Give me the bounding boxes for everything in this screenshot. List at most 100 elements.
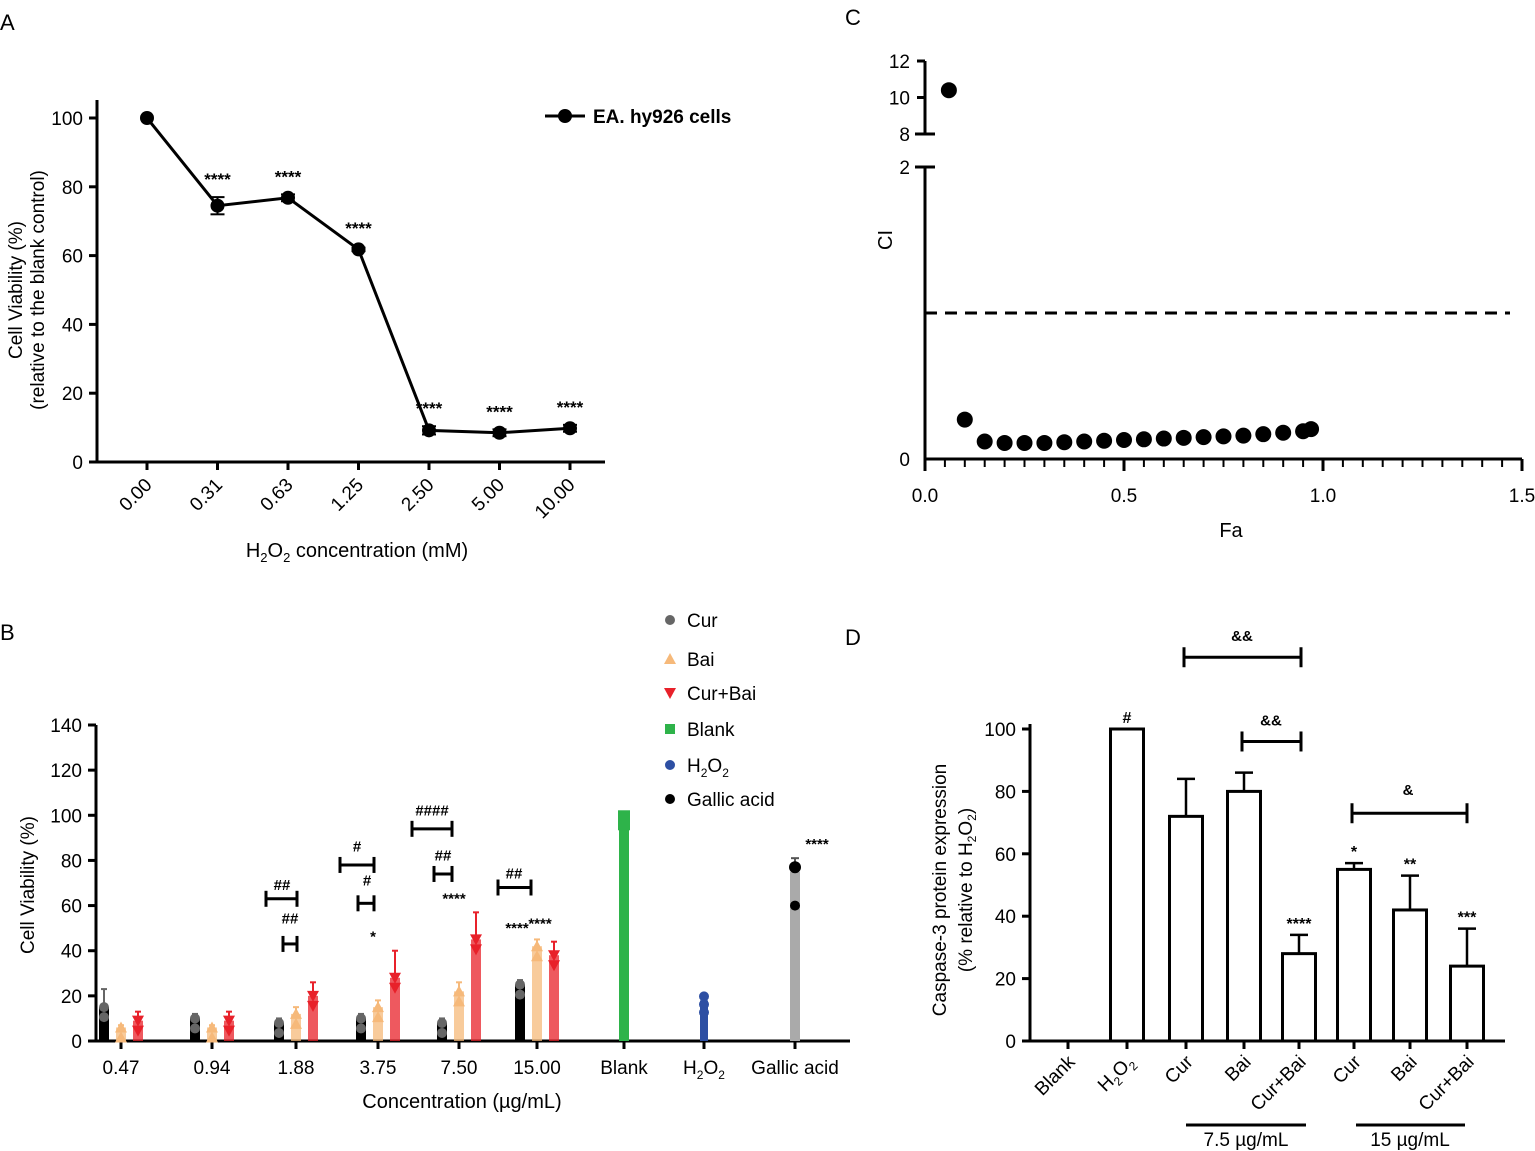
panel-b-marker2-2-0 bbox=[132, 1025, 144, 1037]
panel-b-marker-0-5 bbox=[515, 979, 525, 990]
panel-a-xlabel-sub1: 2 bbox=[260, 550, 267, 565]
panel-a-chart: Cell Viability (%) (relative to the blan… bbox=[6, 100, 731, 565]
panel-c-point-14 bbox=[1215, 428, 1232, 445]
panel-b-marker-1-0 bbox=[115, 1021, 127, 1033]
panel-c-ytick-upper-label-1: 10 bbox=[889, 89, 910, 110]
panel-b-marker2-0-5 bbox=[515, 989, 525, 1000]
panel-b-legend-label-2: Cur+Bai bbox=[687, 684, 756, 705]
panel-d-xlabel-7: Cur+Bai bbox=[1415, 1052, 1479, 1116]
panel-d-sig-7: *** bbox=[1458, 910, 1477, 927]
panel-c-point-16 bbox=[1255, 426, 1272, 443]
panel-d-ytick-label-4: 80 bbox=[995, 782, 1016, 803]
panel-d-xlabel-4: Cur+Bai bbox=[1247, 1052, 1311, 1116]
panel-c-ytick-lower-1: 2 bbox=[899, 158, 910, 179]
panel-b-marker-h2o2-2 bbox=[699, 1007, 709, 1018]
panel-a-xtick-label-4: 2.50 bbox=[398, 475, 439, 516]
panel-label-c: C bbox=[845, 5, 861, 30]
panel-d-bar-1 bbox=[1109, 727, 1145, 1043]
panel-d-bracket-label-0: && bbox=[1231, 628, 1253, 645]
panel-b-ytick-label-1: 20 bbox=[61, 987, 82, 1008]
panel-c-xtick-label-1: 0.5 bbox=[1111, 486, 1137, 507]
panel-b-legend-marker-5 bbox=[665, 794, 675, 804]
panel-a-xtick-label-0: 0.00 bbox=[116, 475, 157, 516]
panel-d-bar-2 bbox=[1168, 814, 1204, 1043]
panel-b-marker-1-1 bbox=[206, 1021, 218, 1033]
panel-d-sig-6: ** bbox=[1404, 857, 1417, 874]
panel-a-xtick-label-1: 0.31 bbox=[186, 475, 227, 516]
panel-b-bar-2-5 bbox=[549, 955, 559, 1041]
panel-b-xtick-label-8: Gallic acid bbox=[751, 1058, 839, 1079]
panel-c-point-7 bbox=[1076, 433, 1093, 450]
panel-a-sig-6: **** bbox=[557, 398, 584, 417]
panel-b-hash-15: ## bbox=[506, 865, 523, 882]
panel-c-ytick-lower-0: 0 bbox=[899, 450, 910, 471]
panel-d-xlabel-2: Cur bbox=[1161, 1051, 1198, 1088]
panel-c-point-1 bbox=[956, 411, 973, 428]
panel-b-legend-marker-4 bbox=[665, 760, 675, 770]
panel-c-point-8 bbox=[1096, 432, 1113, 449]
panel-b-xtick-label-3: 3.75 bbox=[360, 1058, 397, 1079]
panel-d-xlabel-0: Blank bbox=[1031, 1051, 1080, 1100]
panel-b-marker-2-5 bbox=[548, 950, 560, 962]
panel-b-bar-gallic bbox=[790, 871, 800, 1041]
panel-d-ytick-label-3: 60 bbox=[995, 845, 1016, 866]
panel-a-xlabel-rest: concentration (mM) bbox=[290, 540, 468, 562]
panel-b-marker-gallic-1 bbox=[790, 900, 800, 911]
panel-label-d: D bbox=[845, 625, 861, 650]
panel-c-ytick-upper-label-0: 8 bbox=[899, 125, 910, 146]
panel-b-legend-marker-3 bbox=[665, 724, 675, 734]
panel-b-marker2-2-2 bbox=[307, 1000, 319, 1012]
panel-b-marker2-0-3 bbox=[356, 1023, 366, 1034]
panel-d-ylabel2-sub1: 2 bbox=[965, 835, 979, 842]
panel-b-bar-0-5 bbox=[515, 984, 525, 1041]
panel-b-legend-marker-0 bbox=[665, 615, 675, 625]
panel-b-xtick-label-2: 1.88 bbox=[278, 1058, 315, 1079]
panel-b-hash-375-a: # bbox=[353, 838, 362, 855]
panel-d-xlabel-5: Cur bbox=[1329, 1051, 1366, 1088]
panel-a-xtick-label-5: 5.00 bbox=[468, 475, 509, 516]
panel-b-bar-blank bbox=[619, 815, 629, 1041]
panel-d-ylabel2-mid: O bbox=[956, 821, 977, 836]
panel-b-marker2-2-3 bbox=[389, 982, 401, 994]
panel-c-xtick-label-2: 1.0 bbox=[1310, 486, 1336, 507]
panel-b-bar-2-3 bbox=[390, 977, 400, 1041]
panel-b-xlabel: Concentration (µg/mL) bbox=[362, 1091, 561, 1113]
panel-d-chart: Caspase-3 protein expression (% relative… bbox=[930, 628, 1505, 1151]
panel-c-point-2 bbox=[976, 433, 993, 450]
panel-d-ytick-label-5: 100 bbox=[984, 720, 1016, 741]
panel-b-marker-1-4 bbox=[453, 985, 465, 997]
panel-b-marker-gallic-0 bbox=[789, 861, 801, 874]
panel-b-bar-1-3 bbox=[373, 1007, 383, 1041]
panel-c-point-5 bbox=[1036, 434, 1053, 451]
panel-b-legend-label-5: Gallic acid bbox=[687, 790, 775, 811]
panel-d-bar-6 bbox=[1392, 908, 1428, 1043]
panel-d-ytick-label-0: 0 bbox=[1005, 1032, 1016, 1053]
panel-b-marker-0-1 bbox=[190, 1013, 200, 1024]
panel-a-point-3 bbox=[351, 242, 366, 257]
panel-a-sig-2: **** bbox=[275, 167, 302, 186]
panel-b-ytick-label-4: 80 bbox=[61, 851, 82, 872]
panel-b-ytick-label-5: 100 bbox=[50, 806, 82, 827]
panel-b-sig-375: * bbox=[370, 929, 376, 946]
panel-b-marker2-2-5 bbox=[548, 960, 560, 972]
panel-a-ytick-label-3: 60 bbox=[62, 247, 83, 268]
panel-a-ytick-label-5: 100 bbox=[51, 109, 83, 130]
panel-c-point-4 bbox=[1016, 434, 1033, 451]
panel-b-ylabel: Cell Viability (%) bbox=[18, 816, 39, 954]
panel-label-b: B bbox=[0, 620, 15, 645]
panel-b-marker2-1-1 bbox=[206, 1031, 218, 1043]
panel-b-sig-gallic: **** bbox=[805, 836, 829, 853]
panel-b-bar-0-0 bbox=[99, 1007, 109, 1041]
panel-b-marker-blank bbox=[618, 810, 630, 831]
panel-d-bracket-label-2: & bbox=[1403, 782, 1414, 799]
panel-b-marker-h2o2-0 bbox=[699, 991, 709, 1002]
panel-d-bar-5 bbox=[1336, 867, 1372, 1043]
panel-b-marker-1-5 bbox=[531, 940, 543, 952]
panel-a-xtick-label-3: 1.25 bbox=[327, 475, 368, 516]
panel-b-bar-1-5 bbox=[532, 946, 542, 1041]
panel-b-marker-1-2 bbox=[290, 1007, 302, 1019]
panel-a-point-5 bbox=[492, 425, 507, 440]
panel-b-xtick-label-5: 15.00 bbox=[513, 1058, 561, 1079]
panel-b-legend-label-1: Bai bbox=[687, 650, 714, 671]
panel-d-bar-4 bbox=[1281, 952, 1317, 1043]
